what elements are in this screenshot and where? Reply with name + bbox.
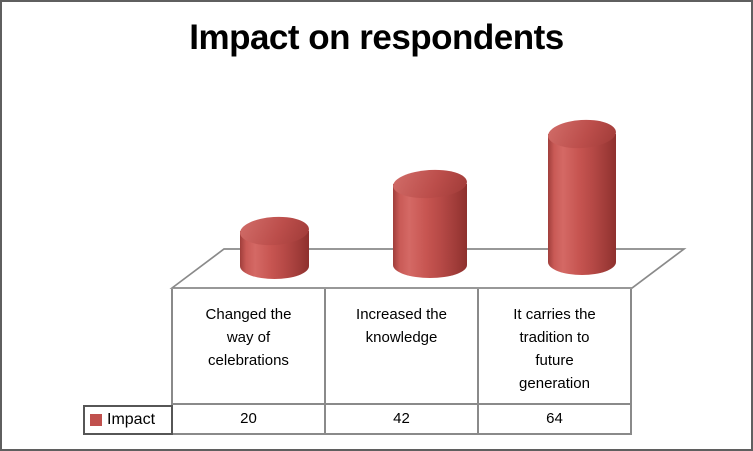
value-cell-3: 64 xyxy=(477,405,632,433)
cylinder-bar-carries-tradition xyxy=(547,117,617,275)
value-cell-2: 42 xyxy=(324,405,477,433)
legend: Impact xyxy=(83,405,173,435)
category-label-3: It carries the tradition to future gener… xyxy=(477,289,632,403)
cylinder-bar-changed-celebrations xyxy=(239,214,310,279)
chart-title: Impact on respondents xyxy=(189,18,564,57)
data-table-values-row: 20 42 64 xyxy=(171,405,632,435)
value-cell-1: 20 xyxy=(171,405,324,433)
category-label-1: Changed the way of celebrations xyxy=(171,289,324,403)
cylinder-body xyxy=(393,184,467,278)
category-label-2: Increased the knowledge xyxy=(324,289,477,403)
legend-series-label: Impact xyxy=(107,411,156,428)
cylinder-body xyxy=(548,134,616,275)
legend-swatch-icon xyxy=(90,414,102,426)
data-table-header-row: Changed the way of celebrations Increase… xyxy=(171,289,632,405)
cylinder-bar-increased-knowledge xyxy=(392,167,468,278)
